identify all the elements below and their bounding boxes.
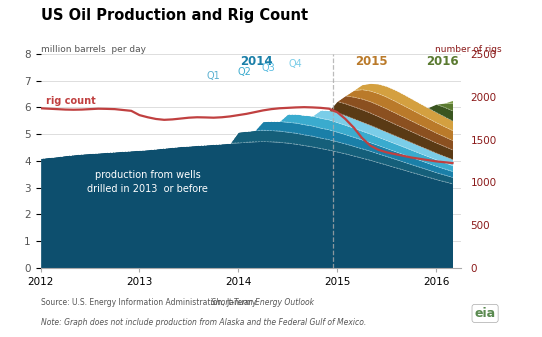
Text: 2016: 2016	[427, 55, 459, 68]
Text: Q2: Q2	[237, 67, 251, 77]
Text: Q4: Q4	[289, 59, 302, 69]
Text: US Oil Production and Rig Count: US Oil Production and Rig Count	[41, 8, 308, 24]
Text: number of rigs: number of rigs	[435, 45, 501, 55]
Text: 2014: 2014	[240, 55, 273, 68]
Text: 2015: 2015	[356, 55, 388, 68]
Text: Note: Graph does not include production from Alaska and the Federal Gulf of Mexi: Note: Graph does not include production …	[41, 318, 366, 328]
Text: production from wells
drilled in 2013  or before: production from wells drilled in 2013 or…	[87, 170, 208, 194]
Text: Q3: Q3	[261, 63, 275, 73]
Text: Short-Term Energy Outlook: Short-Term Energy Outlook	[211, 298, 314, 307]
Text: Q1: Q1	[207, 70, 221, 81]
Text: eia: eia	[475, 307, 495, 320]
Text: million barrels  per day: million barrels per day	[41, 45, 146, 55]
Text: Source: U.S. Energy Information Administration, January: Source: U.S. Energy Information Administ…	[41, 298, 259, 307]
Text: rig count: rig count	[46, 96, 95, 106]
